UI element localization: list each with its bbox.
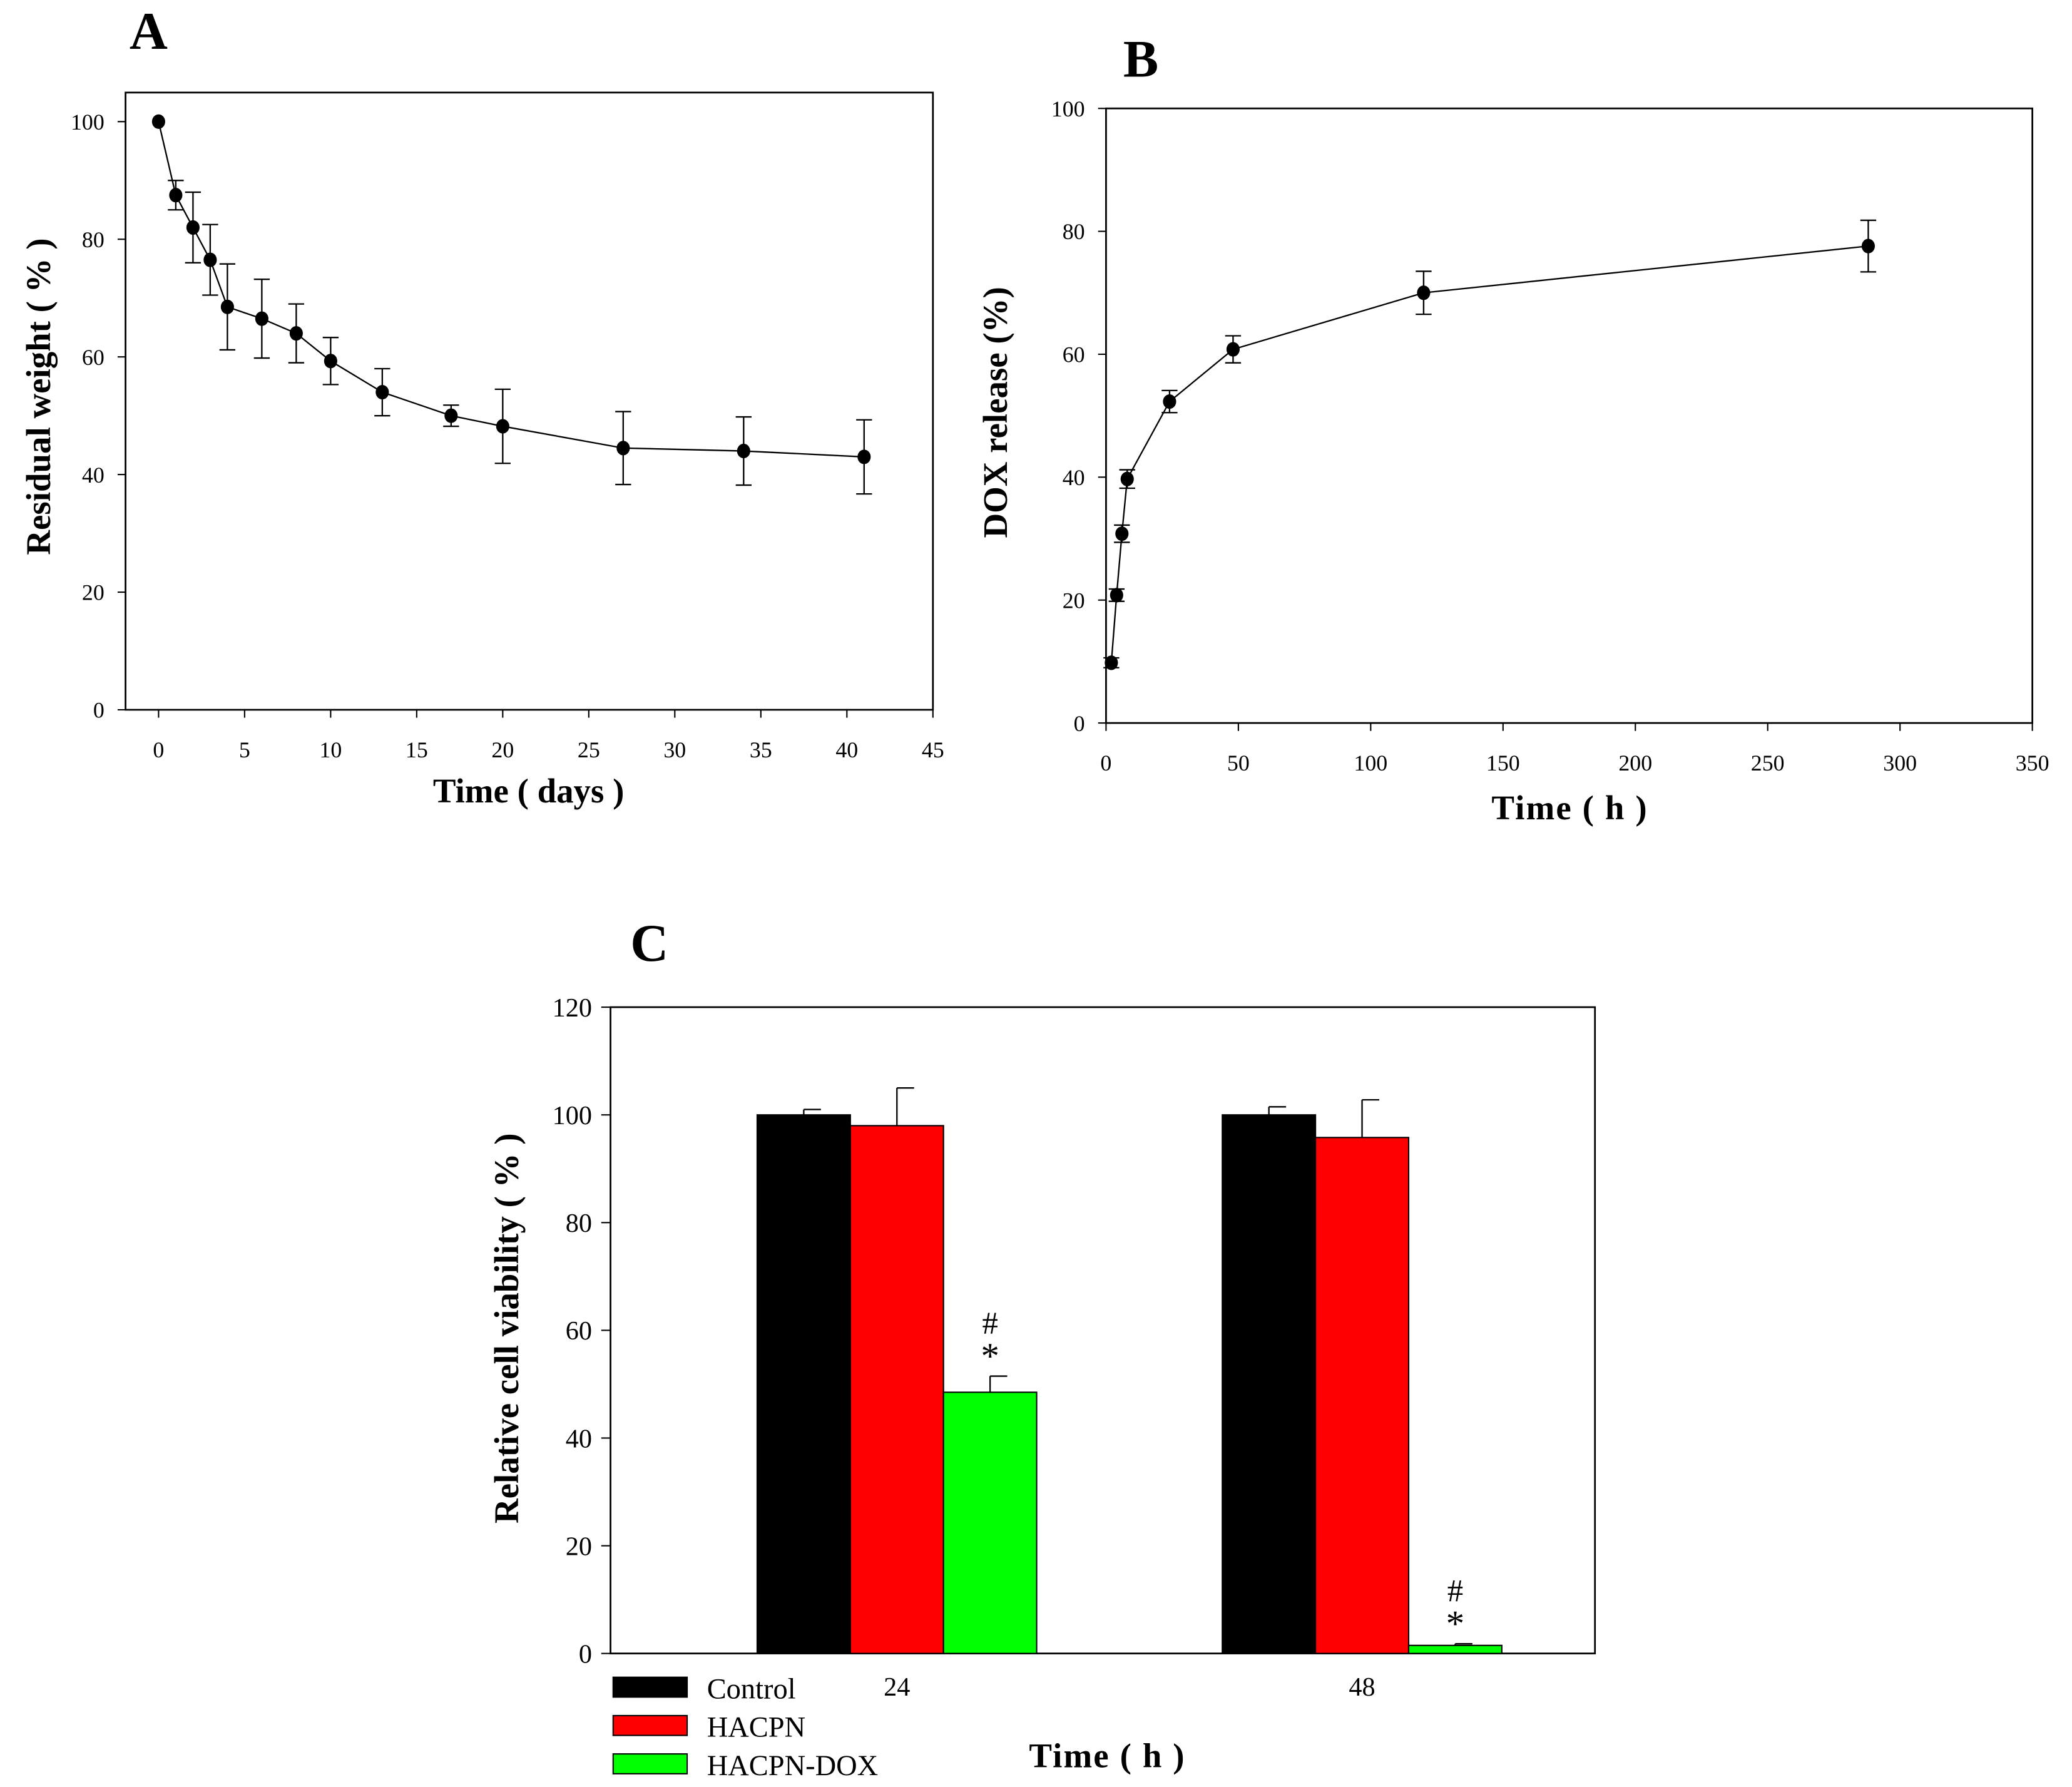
chart-b-y-tick-label: 80 — [1063, 219, 1085, 244]
chart-c-bar-control — [1222, 1114, 1317, 1654]
chart-b-data-point — [1115, 526, 1129, 541]
chart-c-annotation-hash: # — [1447, 1574, 1463, 1609]
chart-c-bar-hacpn-dox — [1407, 1644, 1503, 1654]
chart-a-x-tick-label: 0 — [153, 737, 164, 762]
chart-b-data-point — [1861, 238, 1875, 253]
chart-a-y-tick-label: 80 — [82, 227, 105, 252]
chart-c-x-tick-label: 48 — [1349, 1672, 1375, 1702]
chart-b-y-tick-label: 60 — [1063, 342, 1085, 367]
chart-a-residual-weight: 0 5 10 15 20 25 30 35 40 45 0 20 40 60 80 100 — [71, 91, 944, 762]
chart-b-dox-release: 0 50 100 150 200 250 300 350 0 20 40 60 80 100 — [1051, 96, 2049, 776]
chart-b-ylabel: DOX release (%) — [976, 287, 1014, 538]
chart-a-data-point — [203, 252, 217, 267]
chart-c-annotation-star: * — [1446, 1603, 1465, 1644]
chart-a-data-point — [220, 299, 234, 314]
chart-c-y-tick-label: 120 — [553, 993, 592, 1023]
chart-a-x-tick-label: 45 — [922, 737, 944, 762]
chart-c-legend-label: HACPN — [707, 1712, 805, 1744]
chart-a-data-point — [857, 449, 871, 464]
chart-a-ylabel: Residual weight ( % ) — [19, 238, 58, 555]
chart-b-data-point — [1120, 471, 1134, 486]
chart-a-data-point — [255, 311, 268, 326]
chart-a-data-point — [444, 408, 458, 423]
chart-a-y-tick-label: 20 — [82, 580, 105, 605]
chart-c-bar-hacpn — [849, 1125, 944, 1654]
chart-c-y-tick-label: 40 — [566, 1424, 592, 1453]
chart-a-y-tick-label: 100 — [71, 110, 105, 135]
chart-a-data-point — [324, 354, 337, 369]
chart-b-series-line — [1110, 245, 1869, 663]
chart-a-x-tick-label: 20 — [491, 737, 514, 762]
chart-a-data-point — [186, 220, 200, 235]
chart-b-x-tick-label: 250 — [1751, 750, 1785, 776]
chart-b-x-tick-label: 350 — [2016, 750, 2049, 776]
chart-b-y-tick-label: 100 — [1051, 96, 1085, 121]
chart-b-x-tick-label: 150 — [1486, 750, 1520, 776]
chart-a-x-tick-label: 5 — [239, 737, 250, 762]
chart-a-plot-frame — [125, 91, 934, 711]
chart-c-legend-swatch — [612, 1753, 688, 1774]
chart-c-legend-swatch — [612, 1676, 688, 1698]
chart-b-data-point — [1226, 342, 1240, 357]
chart-c-bar-hacpn-dox — [942, 1391, 1038, 1654]
chart-c-legend-label: HACPN-DOX — [707, 1750, 878, 1782]
chart-c-y-tick-label: 100 — [553, 1101, 592, 1130]
chart-c-ylabel: Relative cell viability ( % ) — [487, 1133, 526, 1523]
chart-c-y-tick-label: 80 — [566, 1209, 592, 1238]
chart-a-x-tick-label: 35 — [750, 737, 772, 762]
chart-a-xlabel: Time ( days ) — [433, 772, 624, 810]
chart-c-y-tick-label: 0 — [579, 1639, 592, 1669]
chart-a-y-tick-label: 0 — [93, 698, 105, 723]
chart-b-x-tick-label: 0 — [1100, 750, 1111, 776]
chart-a-x-tick-label: 15 — [406, 737, 428, 762]
chart-c-cell-viability: 02040608010012024#*48#*ControlHACPNHACPN… — [553, 993, 1596, 1782]
chart-c-legend-label: Control — [707, 1673, 796, 1705]
chart-b-data-point — [1163, 394, 1176, 409]
chart-a-series-line — [158, 121, 864, 458]
panel-label-a: A — [130, 3, 168, 61]
chart-b-data-point — [1417, 285, 1431, 300]
chart-a-data-point — [737, 443, 750, 459]
chart-a-data-point — [375, 384, 389, 400]
chart-b-plot-frame — [1105, 107, 2034, 724]
panel-label-b: B — [1123, 31, 1158, 89]
chart-c-y-tick-label: 60 — [566, 1316, 592, 1346]
chart-a-data-point — [616, 441, 630, 456]
chart-b-y-tick-label: 20 — [1063, 588, 1085, 613]
chart-c-annotation-hash: # — [982, 1306, 998, 1341]
chart-a-x-tick-label: 30 — [663, 737, 686, 762]
chart-c-bar-hacpn — [1315, 1137, 1410, 1654]
chart-b-x-tick-label: 300 — [1883, 750, 1917, 776]
chart-c-y-tick-label: 20 — [566, 1532, 592, 1561]
chart-c-legend-swatch — [612, 1714, 688, 1736]
chart-c-annotation-star: * — [981, 1335, 999, 1376]
chart-b-x-tick-label: 200 — [1618, 750, 1652, 776]
chart-b-x-tick-label: 100 — [1354, 750, 1387, 776]
chart-a-data-point — [169, 188, 183, 203]
chart-b-y-tick-label: 40 — [1063, 465, 1085, 490]
chart-b-x-tick-label: 50 — [1227, 750, 1250, 776]
chart-b-y-tick-label: 0 — [1074, 711, 1085, 736]
chart-a-x-tick-label: 40 — [835, 737, 858, 762]
chart-c-xlabel: Time ( h ) — [1029, 1736, 1185, 1774]
chart-c-bar-control — [756, 1114, 851, 1654]
chart-b-data-point — [1110, 588, 1123, 603]
chart-b-xlabel: Time ( h ) — [1491, 789, 1648, 827]
panel-label-c: C — [630, 914, 668, 973]
chart-a-x-tick-label: 10 — [319, 737, 342, 762]
chart-a-data-point — [289, 325, 303, 341]
chart-b-data-point — [1105, 655, 1118, 670]
chart-a-y-tick-label: 60 — [82, 345, 105, 370]
chart-a-data-point — [496, 419, 509, 434]
chart-c-x-tick-label: 24 — [884, 1672, 910, 1702]
chart-a-y-tick-label: 40 — [82, 463, 105, 488]
chart-a-data-point — [151, 114, 165, 129]
chart-a-x-tick-label: 25 — [578, 737, 600, 762]
